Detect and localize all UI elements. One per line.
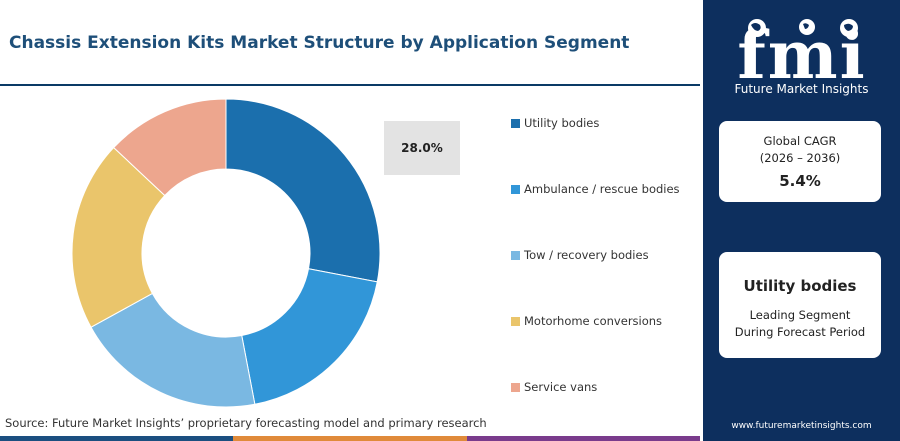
donut-slice-tow-recovery-bodies bbox=[90, 292, 256, 408]
leading-segment-card: Utility bodies Leading Segment During Fo… bbox=[719, 252, 881, 358]
logo-subtitle: Future Market Insights bbox=[734, 82, 869, 96]
legend-item: Utility bodies bbox=[511, 116, 599, 130]
cagr-label: Global CAGR bbox=[763, 134, 837, 148]
donut-slices bbox=[71, 98, 381, 408]
legend-label: Utility bodies bbox=[524, 116, 600, 130]
forecast-period-label: During Forecast Period bbox=[734, 325, 866, 339]
donut-chart bbox=[71, 98, 381, 408]
donut-slice-ambulance-rescue-bodies bbox=[241, 268, 378, 405]
bottom-color-bar bbox=[0, 436, 700, 441]
legend-swatch bbox=[511, 118, 520, 128]
bottom-bar-segment bbox=[0, 436, 234, 441]
source-note: Source: Future Market Insights’ propriet… bbox=[5, 416, 487, 430]
legend-swatch bbox=[511, 184, 520, 194]
legend-item: Ambulance / rescue bodies bbox=[511, 182, 680, 196]
cagr-value: 5.4% bbox=[779, 172, 821, 190]
donut-slice-motorhome-conversions bbox=[71, 146, 166, 328]
legend-label: Motorhome conversions bbox=[524, 314, 663, 328]
sidebar: fmi Future Market Insights Global CAGR (… bbox=[703, 0, 900, 441]
legend-label: Ambulance / rescue bodies bbox=[524, 182, 680, 196]
leading-segment-label: Leading Segment bbox=[749, 308, 851, 322]
legend-item: Motorhome conversions bbox=[511, 314, 662, 328]
legend-swatch bbox=[511, 382, 520, 392]
fmi-logo-graphic: fmi bbox=[737, 16, 864, 94]
highlight-value-box: 28.0% bbox=[384, 121, 460, 175]
legend-label: Tow / recovery bodies bbox=[524, 248, 649, 262]
cagr-period: (2026 – 2036) bbox=[759, 151, 841, 165]
legend-swatch bbox=[511, 316, 520, 326]
website-url: www.futuremarketinsights.com bbox=[731, 421, 872, 431]
legend-label: Service vans bbox=[524, 380, 598, 394]
donut-slice-utility-bodies bbox=[225, 98, 381, 283]
fmi-logo: fmi bbox=[729, 16, 875, 100]
bottom-bar-segment bbox=[466, 436, 700, 441]
donut-slice-service-vans bbox=[113, 98, 227, 197]
legend-item: Service vans bbox=[511, 380, 597, 394]
legend-item: Tow / recovery bodies bbox=[511, 248, 649, 262]
bottom-bar-segment bbox=[233, 436, 467, 441]
chart-panel: Chassis Extension Kits Market Structure … bbox=[0, 33, 700, 441]
leading-segment-name: Utility bodies bbox=[743, 277, 857, 295]
cagr-card: Global CAGR (2026 – 2036) 5.4% bbox=[719, 121, 881, 202]
legend-swatch bbox=[511, 250, 520, 260]
title-divider bbox=[0, 84, 700, 86]
page-title: Chassis Extension Kits Market Structure … bbox=[9, 33, 630, 53]
